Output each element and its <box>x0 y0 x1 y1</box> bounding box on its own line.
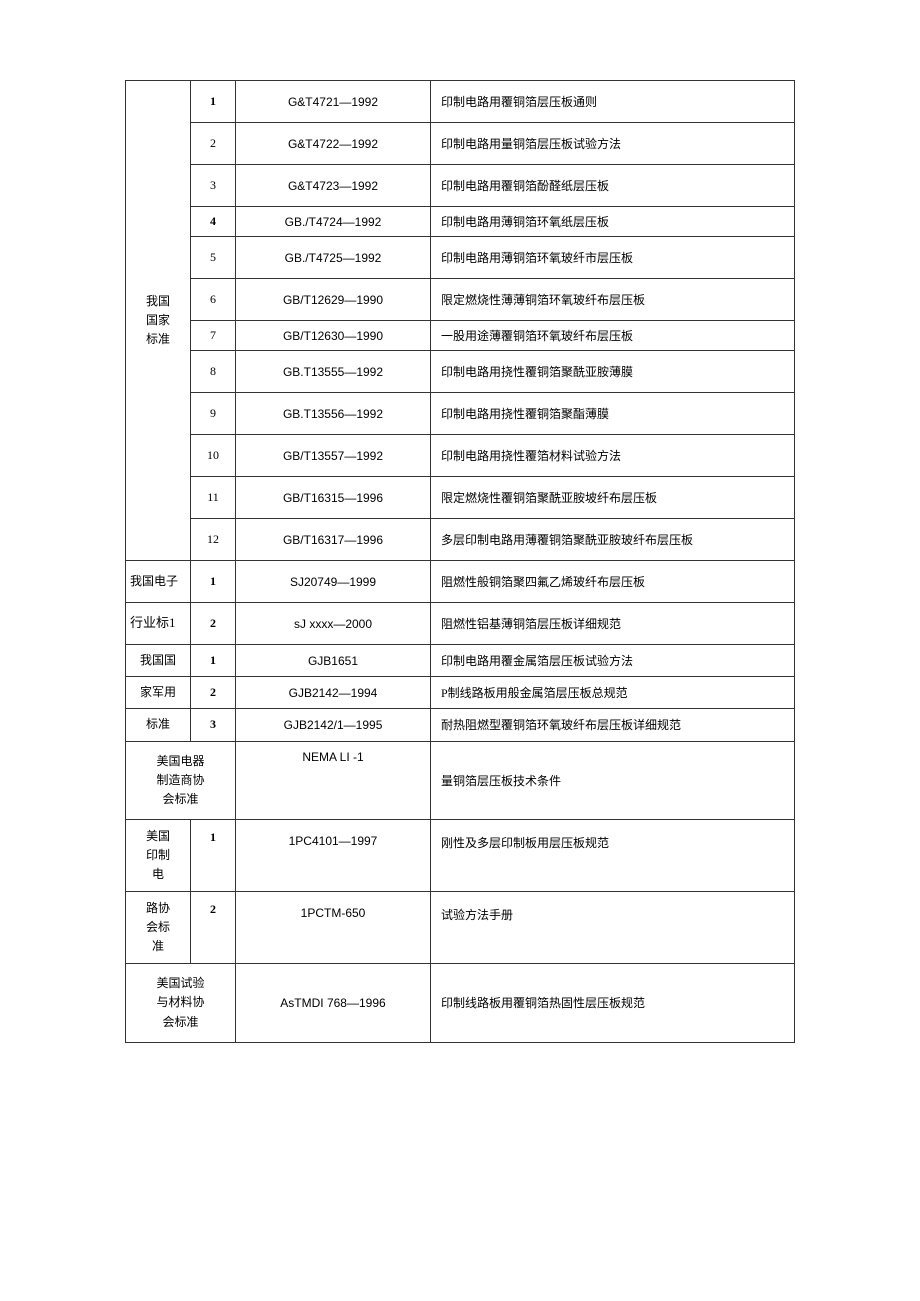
desc-cell: 限定燃烧性薄薄铜箔环氧玻纤布层压板 <box>431 279 795 321</box>
code-cell: GB/T12629—1990 <box>236 279 431 321</box>
desc-cell: 印制电路用覆金属箔层压板试验方法 <box>431 645 795 677</box>
num-cell: 2 <box>191 123 236 165</box>
code-cell: G&T4721—1992 <box>236 81 431 123</box>
desc-cell: P制线路板用般金属箔层压板总规范 <box>431 677 795 709</box>
num-cell: 2 <box>191 603 236 645</box>
desc-cell: 耐热阻燃型覆铜箔环氧玻纤布层压板详细规范 <box>431 709 795 741</box>
num-cell: 9 <box>191 393 236 435</box>
code-cell: NEMA LI -1 <box>236 741 431 820</box>
code-cell: GB/T12630—1990 <box>236 321 431 351</box>
code-cell: 1PC4101—1997 <box>236 820 431 892</box>
code-cell: AsTMDI 768—1996 <box>236 964 431 1043</box>
desc-cell: 多层印制电路用薄覆铜箔聚酰亚胺玻纤布层压板 <box>431 519 795 561</box>
category-cell: 我国国 <box>126 645 191 677</box>
desc-cell: 印制电路用覆铜箔层压板通则 <box>431 81 795 123</box>
category-cell: 路协会标准 <box>126 892 191 964</box>
category-cell: 家军用 <box>126 677 191 709</box>
num-cell: 1 <box>191 81 236 123</box>
category-cell: 行业标1 <box>126 603 191 645</box>
num-cell: 6 <box>191 279 236 321</box>
code-cell: SJ20749—1999 <box>236 561 431 603</box>
num-cell: 7 <box>191 321 236 351</box>
desc-cell: 印制电路用挠性覆铜箔聚酯薄膜 <box>431 393 795 435</box>
table-row: 2 G&T4722—1992 印制电路用量铜箔层压板试验方法 <box>126 123 795 165</box>
desc-cell: 一股用途薄覆铜箔环氧玻纤布层压板 <box>431 321 795 351</box>
category-cell: 美国电器制造商协会标准 <box>126 741 236 820</box>
table-row: 行业标1 2 sJ xxxx—2000 阻燃性铝基薄铜箔层压板详细规范 <box>126 603 795 645</box>
category-cell: 美国印制电 <box>126 820 191 892</box>
table-row: 4 GB./T4724—1992 印制电路用薄铜箔环氧纸层压板 <box>126 207 795 237</box>
desc-cell: 印制电路用薄铜箔环氧玻纤市层压板 <box>431 237 795 279</box>
num-cell: 10 <box>191 435 236 477</box>
num-cell: 2 <box>191 892 236 964</box>
num-cell: 3 <box>191 165 236 207</box>
table-row: 美国试验与材料协会标准 AsTMDI 768—1996 印制线路板用覆铜箔热固性… <box>126 964 795 1043</box>
table-row: 我国国 1 GJB1651 印制电路用覆金属箔层压板试验方法 <box>126 645 795 677</box>
code-cell: GB.T13555—1992 <box>236 351 431 393</box>
table-row: 12 GB/T16317—1996 多层印制电路用薄覆铜箔聚酰亚胺玻纤布层压板 <box>126 519 795 561</box>
code-cell: GB./T4724—1992 <box>236 207 431 237</box>
code-cell: sJ xxxx—2000 <box>236 603 431 645</box>
table-row: 6 GB/T12629—1990 限定燃烧性薄薄铜箔环氧玻纤布层压板 <box>126 279 795 321</box>
desc-cell: 阻燃性铝基薄铜箔层压板详细规范 <box>431 603 795 645</box>
code-cell: GB/T13557—1992 <box>236 435 431 477</box>
desc-cell: 刚性及多层印制板用层压板规范 <box>431 820 795 892</box>
desc-cell: 印制电路用覆铜箔酚醛纸层压板 <box>431 165 795 207</box>
desc-cell: 印制电路用挠性覆铜箔聚酰亚胺薄膜 <box>431 351 795 393</box>
table-row: 美国电器制造商协会标准 NEMA LI -1 量铜箔层压板技术条件 <box>126 741 795 820</box>
code-cell: G&T4723—1992 <box>236 165 431 207</box>
num-cell: 3 <box>191 709 236 741</box>
table-row: 路协会标准 2 1PCTM-650 试验方法手册 <box>126 892 795 964</box>
num-cell: 8 <box>191 351 236 393</box>
category-cell: 美国试验与材料协会标准 <box>126 964 236 1043</box>
num-cell: 5 <box>191 237 236 279</box>
desc-cell: 印制电路用量铜箔层压板试验方法 <box>431 123 795 165</box>
code-cell: GB./T4725—1992 <box>236 237 431 279</box>
category-cell: 标准 <box>126 709 191 741</box>
num-cell: 1 <box>191 645 236 677</box>
table-row: 3 G&T4723—1992 印制电路用覆铜箔酚醛纸层压板 <box>126 165 795 207</box>
num-cell: 4 <box>191 207 236 237</box>
desc-cell: 试验方法手册 <box>431 892 795 964</box>
table-row: 10 GB/T13557—1992 印制电路用挠性覆箔材料试验方法 <box>126 435 795 477</box>
category-cell: 我国电子 <box>126 561 191 603</box>
code-cell: 1PCTM-650 <box>236 892 431 964</box>
table-row: 我国电子 1 SJ20749—1999 阻燃性般铜箔聚四氟乙烯玻纤布层压板 <box>126 561 795 603</box>
code-cell: G&T4722—1992 <box>236 123 431 165</box>
num-cell: 1 <box>191 820 236 892</box>
desc-cell: 量铜箔层压板技术条件 <box>431 741 795 820</box>
table-row: 8 GB.T13555—1992 印制电路用挠性覆铜箔聚酰亚胺薄膜 <box>126 351 795 393</box>
category-cell: 我国国家标准 <box>126 81 191 561</box>
table-row: 标准 3 GJB2142/1—1995 耐热阻燃型覆铜箔环氧玻纤布层压板详细规范 <box>126 709 795 741</box>
standards-table: 我国国家标准 1 G&T4721—1992 印制电路用覆铜箔层压板通则 2 G&… <box>125 80 795 1043</box>
desc-cell: 印制线路板用覆铜箔热固性层压板规范 <box>431 964 795 1043</box>
code-cell: GB/T16317—1996 <box>236 519 431 561</box>
code-cell: GJB2142—1994 <box>236 677 431 709</box>
table-row: 11 GB/T16315—1996 限定燃烧性覆铜箔聚酰亚胺坡纤布层压板 <box>126 477 795 519</box>
table-row: 5 GB./T4725—1992 印制电路用薄铜箔环氧玻纤市层压板 <box>126 237 795 279</box>
desc-cell: 限定燃烧性覆铜箔聚酰亚胺坡纤布层压板 <box>431 477 795 519</box>
code-cell: GJB2142/1—1995 <box>236 709 431 741</box>
desc-cell: 印制电路用薄铜箔环氧纸层压板 <box>431 207 795 237</box>
code-cell: GB.T13556—1992 <box>236 393 431 435</box>
table-row: 美国印制电 1 1PC4101—1997 刚性及多层印制板用层压板规范 <box>126 820 795 892</box>
desc-cell: 阻燃性般铜箔聚四氟乙烯玻纤布层压板 <box>431 561 795 603</box>
num-cell: 2 <box>191 677 236 709</box>
num-cell: 11 <box>191 477 236 519</box>
table-row: 9 GB.T13556—1992 印制电路用挠性覆铜箔聚酯薄膜 <box>126 393 795 435</box>
code-cell: GB/T16315—1996 <box>236 477 431 519</box>
table-row: 家军用 2 GJB2142—1994 P制线路板用般金属箔层压板总规范 <box>126 677 795 709</box>
desc-cell: 印制电路用挠性覆箔材料试验方法 <box>431 435 795 477</box>
table-row: 7 GB/T12630—1990 一股用途薄覆铜箔环氧玻纤布层压板 <box>126 321 795 351</box>
code-cell: GJB1651 <box>236 645 431 677</box>
num-cell: 12 <box>191 519 236 561</box>
table-row: 我国国家标准 1 G&T4721—1992 印制电路用覆铜箔层压板通则 <box>126 81 795 123</box>
num-cell: 1 <box>191 561 236 603</box>
